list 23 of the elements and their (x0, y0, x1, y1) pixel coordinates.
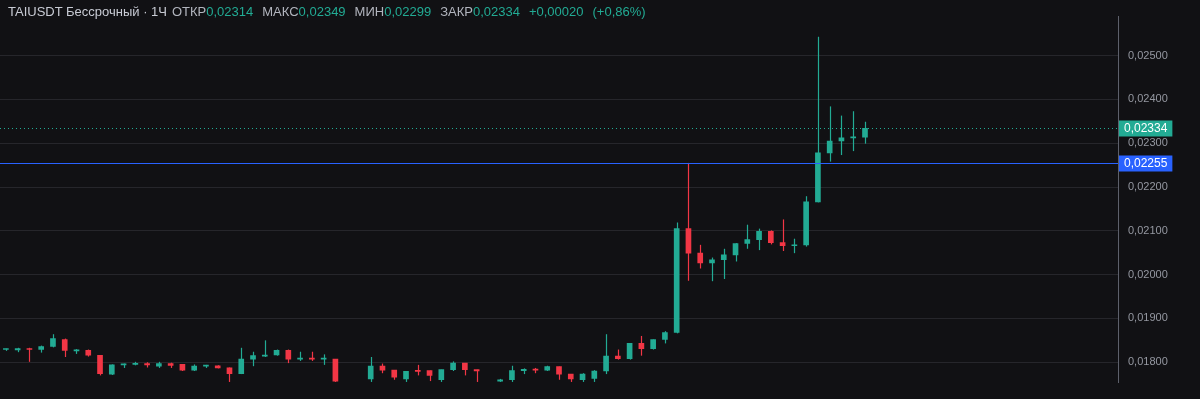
candlestick (697, 244, 704, 270)
candlestick (367, 356, 374, 383)
y-tick-label: 0,01800 (1128, 355, 1168, 368)
chart-title: TAIUSDT Бессрочный · 1Ч (8, 4, 167, 19)
text: ОТКР0,02314 МАКС0,02349 МИН0,02299 ЗАКР0,02334 +0,00020 (+0,86%) (171, 4, 646, 19)
candlestick (709, 256, 715, 282)
candlestick (238, 347, 245, 375)
y-tick-label: 0,02400 (1128, 92, 1168, 105)
candlestick (603, 333, 609, 375)
ref-line-label: 0,02255 (1124, 155, 1168, 170)
candlestick (744, 224, 751, 250)
candlestick (97, 354, 103, 376)
y-tick-label: 0,02500 (1128, 48, 1168, 61)
candlestick (638, 335, 645, 357)
candlestick (756, 228, 762, 251)
y-tick-label: 0,02100 (1128, 223, 1168, 236)
y-tick-label: 0,02200 (1128, 180, 1168, 193)
ref-line-label: 0,02334 (1124, 120, 1168, 135)
y-tick-label: 0,02300 (1128, 136, 1168, 149)
candlestick (779, 218, 786, 252)
y-tick-label: 0,02000 (1128, 267, 1168, 280)
y-tick-label: 0,01900 (1128, 311, 1168, 324)
candlestick (720, 248, 727, 280)
